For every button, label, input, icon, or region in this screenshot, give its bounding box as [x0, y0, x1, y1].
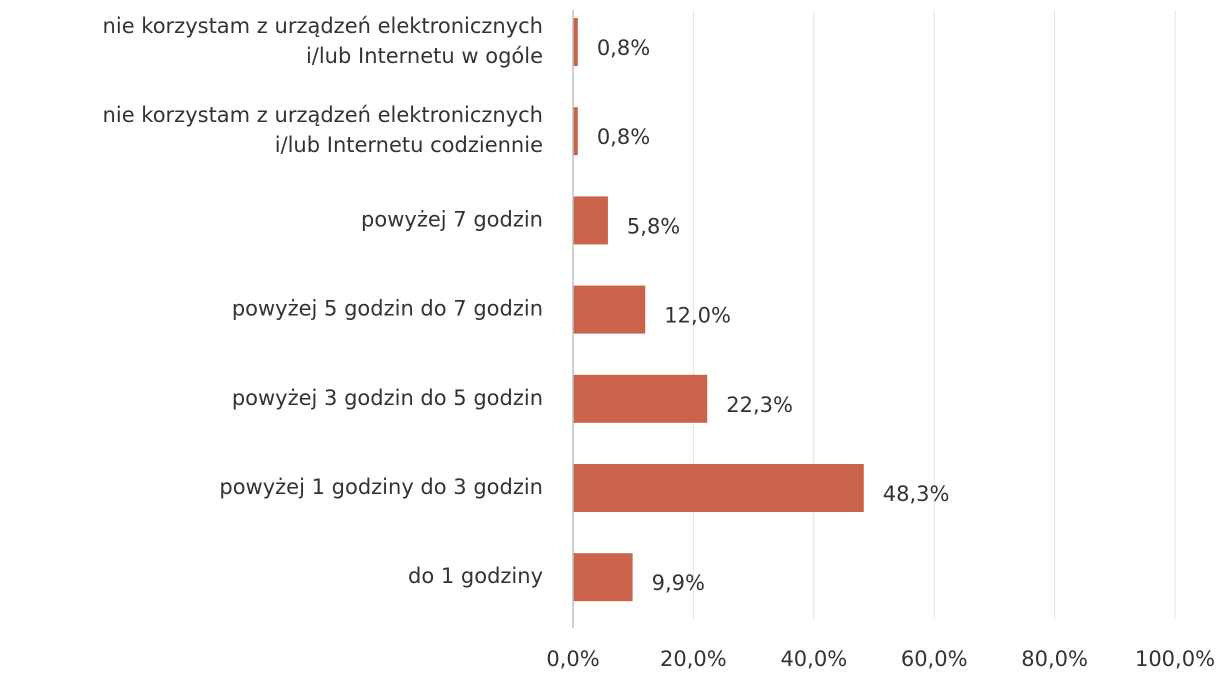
y-tick-label: nie korzystam z urządzeń elektronicznych… [103, 103, 543, 157]
y-tick-label: powyżej 5 godzin do 7 godzin [232, 297, 543, 321]
x-tick-label: 0,0% [546, 647, 599, 671]
x-tick-label: 20,0% [660, 647, 727, 671]
x-tick-label: 60,0% [901, 647, 968, 671]
y-tick-label: powyżej 3 godzin do 5 godzin [232, 386, 543, 410]
value-label: 9,9% [652, 571, 705, 595]
y-tick-label: do 1 godziny [408, 564, 543, 588]
value-label: 5,8% [627, 214, 680, 238]
x-tick-label: 100,0% [1135, 647, 1215, 671]
bar [573, 374, 708, 423]
y-tick-label: powyżej 1 godziny do 3 godzin [219, 475, 543, 499]
x-tick-label: 40,0% [780, 647, 847, 671]
value-label: 12,0% [664, 304, 731, 328]
y-tick-label: nie korzystam z urządzeń elektronicznych… [103, 14, 543, 68]
bar [573, 285, 646, 334]
value-label: 0,8% [597, 36, 650, 60]
value-label: 48,3% [883, 482, 950, 506]
bar [573, 18, 578, 66]
y-tick-label: powyżej 7 godzin [361, 207, 543, 231]
bar [573, 553, 633, 602]
value-label: 0,8% [597, 125, 650, 149]
value-label: 22,3% [726, 393, 793, 417]
bar [573, 107, 578, 156]
x-tick-label: 80,0% [1021, 647, 1088, 671]
bar [573, 196, 608, 245]
bar [573, 464, 864, 512]
